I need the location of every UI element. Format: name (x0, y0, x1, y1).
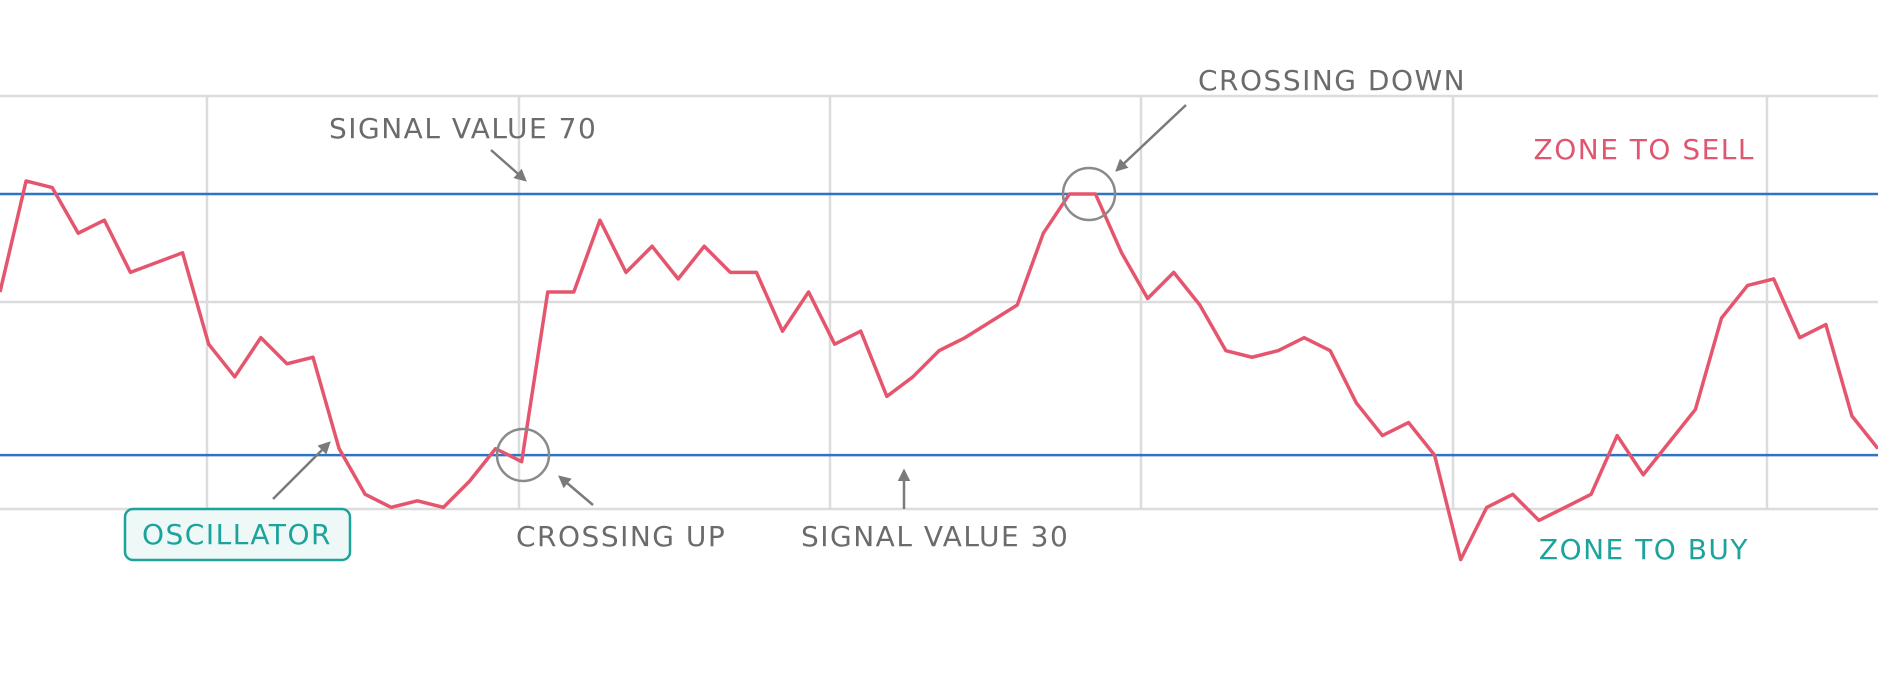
plot (0, 179, 1878, 562)
arrow (558, 475, 594, 506)
arrow (1115, 104, 1187, 172)
arrow (272, 441, 331, 500)
crossing-marker (495, 427, 551, 483)
annotation: ZONE TO SELL (1534, 133, 1755, 166)
annotation: SIGNAL VALUE 70 (329, 112, 597, 145)
arrow (490, 149, 527, 182)
annotation: CROSSING UP (516, 520, 726, 553)
line (0, 179, 1878, 562)
label-box (123, 507, 352, 562)
annotation: ZONE TO BUY (1539, 533, 1749, 566)
crossing-marker (1061, 166, 1117, 222)
annotation: SIGNAL VALUE 30 (801, 520, 1069, 553)
annotation: CROSSING DOWN (1198, 64, 1466, 97)
annotation: OSCILLATOR (142, 518, 332, 551)
